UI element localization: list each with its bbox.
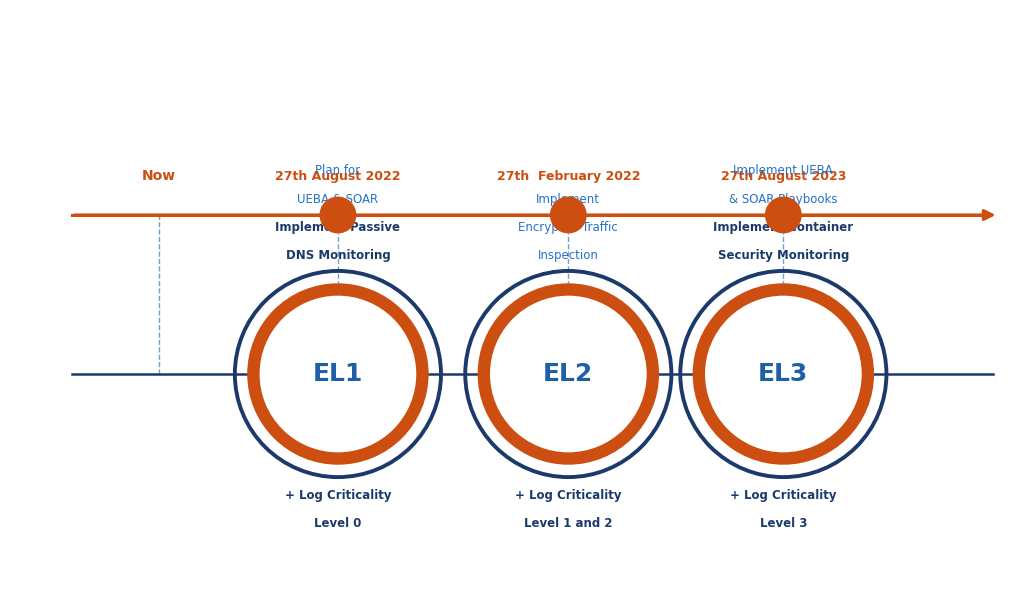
Text: + Log Criticality: + Log Criticality xyxy=(730,489,837,502)
Text: 27th August 2022: 27th August 2022 xyxy=(275,170,400,183)
Text: + Log Criticality: + Log Criticality xyxy=(285,489,391,502)
Ellipse shape xyxy=(477,283,659,465)
Ellipse shape xyxy=(550,197,587,233)
Text: UEBA & SOAR: UEBA & SOAR xyxy=(297,193,379,206)
Ellipse shape xyxy=(247,283,429,465)
Text: Encrypted Traffic: Encrypted Traffic xyxy=(518,221,618,234)
Text: Level 1 and 2: Level 1 and 2 xyxy=(524,517,612,530)
Text: Security Monitoring: Security Monitoring xyxy=(718,249,849,262)
Text: Implement: Implement xyxy=(537,193,600,206)
Ellipse shape xyxy=(705,296,862,452)
Text: EL2: EL2 xyxy=(543,362,594,386)
Ellipse shape xyxy=(319,197,356,233)
Text: Level 0: Level 0 xyxy=(314,517,361,530)
Text: Level 3: Level 3 xyxy=(760,517,807,530)
Text: EL3: EL3 xyxy=(758,362,809,386)
Ellipse shape xyxy=(765,197,802,233)
Text: Implement Container: Implement Container xyxy=(714,221,853,234)
Text: Implement UEBA: Implement UEBA xyxy=(733,164,834,177)
Ellipse shape xyxy=(692,283,874,465)
Text: EL1: EL1 xyxy=(312,362,364,386)
Text: Inspection: Inspection xyxy=(538,249,599,262)
Ellipse shape xyxy=(259,296,417,452)
Text: Plan for: Plan for xyxy=(315,164,360,177)
Text: & SOAR Playbooks: & SOAR Playbooks xyxy=(729,193,838,206)
Text: + Log Criticality: + Log Criticality xyxy=(515,489,622,502)
Text: Implement Passive: Implement Passive xyxy=(275,221,400,234)
Text: 27th  February 2022: 27th February 2022 xyxy=(497,170,640,183)
Text: DNS Monitoring: DNS Monitoring xyxy=(286,249,390,262)
Text: Now: Now xyxy=(141,168,176,183)
Ellipse shape xyxy=(489,296,647,452)
Text: 27th August 2023: 27th August 2023 xyxy=(721,170,846,183)
